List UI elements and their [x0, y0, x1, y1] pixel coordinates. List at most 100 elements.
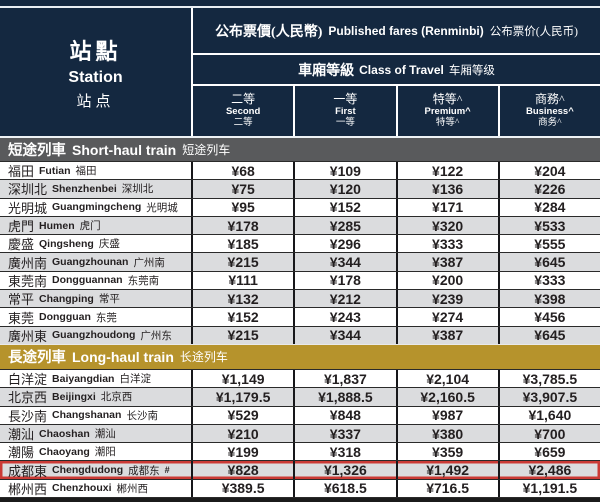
class-business-en: Business^: [525, 105, 574, 117]
fare-value: ¥68: [231, 162, 255, 179]
station-name-zh-hant: 慶盛: [8, 237, 35, 253]
fare-value: ¥344: [293, 253, 395, 271]
fare-value: ¥1,492: [395, 461, 498, 479]
station-header-en: Station: [68, 68, 123, 86]
station-name-en: Futian: [39, 164, 71, 177]
class-second-en: Second: [225, 105, 261, 117]
fares-header-en: Published fares (Renminbi): [328, 23, 484, 38]
class-first-zh-hans: 一等: [335, 117, 355, 128]
fare-value: ¥239: [395, 290, 498, 308]
station-cell: 光明城 Guangmingcheng 光明城: [0, 198, 193, 216]
fare-value: ¥1,640: [497, 406, 600, 424]
table-top-border: [0, 0, 600, 8]
section-title-zh-hans: 短途列车: [182, 143, 231, 157]
class-col-business: 商務^ Business^ 商务^: [497, 86, 600, 136]
fare-value: ¥380: [395, 424, 498, 443]
station-name-en: Chaoshan: [39, 427, 90, 440]
table-row: 長沙南 Changshanan 长沙南 ¥529 ¥848 ¥987 ¥1,640: [0, 405, 600, 424]
fare-value: ¥243: [293, 308, 395, 326]
station-name-zh-hant: 東莞: [8, 310, 35, 326]
table-row: 北京西 Beijingxi 北京西 ¥1,179.5 ¥1,888.5 ¥2,160.5 ¥…: [0, 387, 600, 406]
table-row: 潮陽 Chaoyang 潮阳 ¥199 ¥318 ¥359 ¥659: [0, 442, 600, 461]
fares-header-zh-hans: 公布票价(人民币): [489, 25, 578, 38]
fare-value: ¥212: [293, 290, 395, 308]
fare-value: ¥109: [293, 162, 395, 180]
station-name-zh-hans: 东莞南: [127, 275, 160, 287]
fare-value: ¥185: [227, 235, 259, 252]
station-name-zh-hans: 北京西: [100, 392, 133, 404]
fares-header-area: 公布票價(人民幣) Published fares (Renminbi) 公布票…: [193, 8, 600, 136]
fare-value: ¥120: [293, 180, 395, 198]
station-cell: 深圳北 Shenzhenbei 深圳北: [0, 180, 193, 198]
fare-value: ¥2,104: [395, 369, 498, 388]
station-cell: 廣州東 Guangzhoudong 广州东: [0, 326, 193, 344]
fare-value: ¥618.5: [293, 479, 395, 498]
table-row: 常平 Changping 常平 ¥132 ¥212 ¥239 ¥398: [0, 289, 600, 308]
fare-value: ¥274: [395, 308, 498, 326]
station-name-zh-hant: 常平: [8, 292, 35, 308]
fare-value: ¥178: [293, 271, 395, 290]
table-row: 東莞南 Dongguannan 东莞南 ¥111 ¥178 ¥200 ¥333: [0, 270, 600, 290]
station-name-en: Shenzhenbei: [52, 182, 117, 195]
station-name-zh-hans: 常平: [98, 294, 120, 306]
fare-value: ¥171: [395, 198, 498, 216]
fare-value: ¥296: [293, 235, 395, 253]
station-name-zh-hans: 广州东: [140, 330, 172, 342]
station-cell: 郴州西 Chenzhouxi 郴州西: [0, 479, 193, 498]
fare-value: ¥200: [395, 271, 498, 290]
table-row: 白洋淀 Baiyangdian 白洋淀 ¥1,149 ¥1,837 ¥2,104 ¥3,78…: [0, 368, 600, 388]
section-title-zh-hans: 长途列车: [179, 350, 228, 365]
fare-value: ¥2,160.5: [395, 388, 498, 406]
station-name-zh-hant: 潮陽: [8, 445, 35, 461]
fare-value: ¥318: [293, 443, 395, 461]
station-cell: 東莞南 Dongguannan 东莞南: [0, 271, 193, 290]
fare-value: ¥387: [395, 326, 498, 344]
table-row: 深圳北 Shenzhenbei 深圳北 ¥75 ¥120 ¥136 ¥226: [0, 179, 600, 198]
station-cell: 東莞 Dongguan 东莞: [0, 308, 193, 326]
table-row: 郴州西 Chenzhouxi 郴州西 ¥389.5 ¥618.5 ¥716.5 ¥1,191…: [0, 478, 600, 498]
table-body: 短途列車 Short-haul train 短途列车 福田 Futian 福田 ¥68 ¥10…: [0, 136, 600, 498]
fare-value: ¥215: [227, 254, 259, 271]
class-of-travel-header: 車廂等級 Class of Travel 车厢等级: [193, 55, 600, 86]
section-title-en: Long-haul train: [72, 348, 174, 365]
class-col-first: 一等 First 一等: [293, 86, 395, 136]
table-row: 光明城 Guangmingcheng 光明城 ¥95 ¥152 ¥171 ¥284: [0, 197, 600, 216]
station-cell: 福田 Futian 福田: [0, 162, 193, 180]
station-name-zh-hant: 廣州東: [8, 328, 48, 344]
class-header-zh-hant: 車廂等級: [298, 63, 355, 79]
station-name-zh-hans: 广州南: [133, 257, 165, 269]
fare-value: ¥1,326: [293, 461, 395, 479]
station-name-en: Chenzhouxi: [52, 482, 112, 495]
fare-value: ¥122: [395, 162, 498, 180]
class-business-zh-hant: 商務^: [535, 92, 565, 107]
class-first-en: First: [335, 105, 356, 117]
station-header-zh-hant: 站點: [69, 38, 122, 64]
fare-value: ¥533: [497, 216, 600, 235]
station-name-zh-hant: 深圳北: [8, 182, 48, 198]
station-name-en: Beijingxi: [52, 390, 96, 403]
fares-header-zh-hant: 公布票價(人民幣): [215, 24, 323, 40]
station-cell: 北京西 Beijingxi 北京西: [0, 388, 193, 406]
fare-value: ¥152: [293, 198, 395, 216]
section-title-zh-hant: 短途列車: [8, 143, 66, 159]
fare-value: ¥75: [231, 180, 255, 197]
class-col-second: 二等 Second 二等: [193, 86, 293, 136]
station-name-zh-hant: 北京西: [8, 390, 48, 406]
station-name-zh-hant: 郴州西: [8, 481, 48, 497]
fare-value: ¥716.5: [395, 479, 498, 498]
table-row: 虎門 Humen 虎门 ¥178 ¥285 ¥320 ¥533: [0, 215, 600, 235]
section-header-long-haul: 長途列車 Long-haul train 长途列车: [0, 343, 600, 369]
station-name-zh-hant: 光明城: [8, 200, 48, 216]
station-name-zh-hant: 長沙南: [8, 408, 48, 424]
fare-value: ¥529: [227, 407, 259, 424]
class-premium-zh-hant: 特等^: [432, 92, 463, 107]
station-name-en: Guangzhoudong: [52, 329, 136, 342]
station-name-en: Changping: [39, 292, 94, 305]
station-name-zh-hans: 虎门: [79, 221, 101, 233]
fare-value: ¥555: [497, 235, 600, 253]
fare-value: ¥1,191.5: [497, 479, 600, 498]
fare-value: ¥645: [497, 326, 600, 344]
station-cell: 常平 Changping 常平: [0, 290, 193, 308]
table-row: 潮汕 Chaoshan 潮汕 ¥210 ¥337 ¥380 ¥700: [0, 423, 600, 443]
